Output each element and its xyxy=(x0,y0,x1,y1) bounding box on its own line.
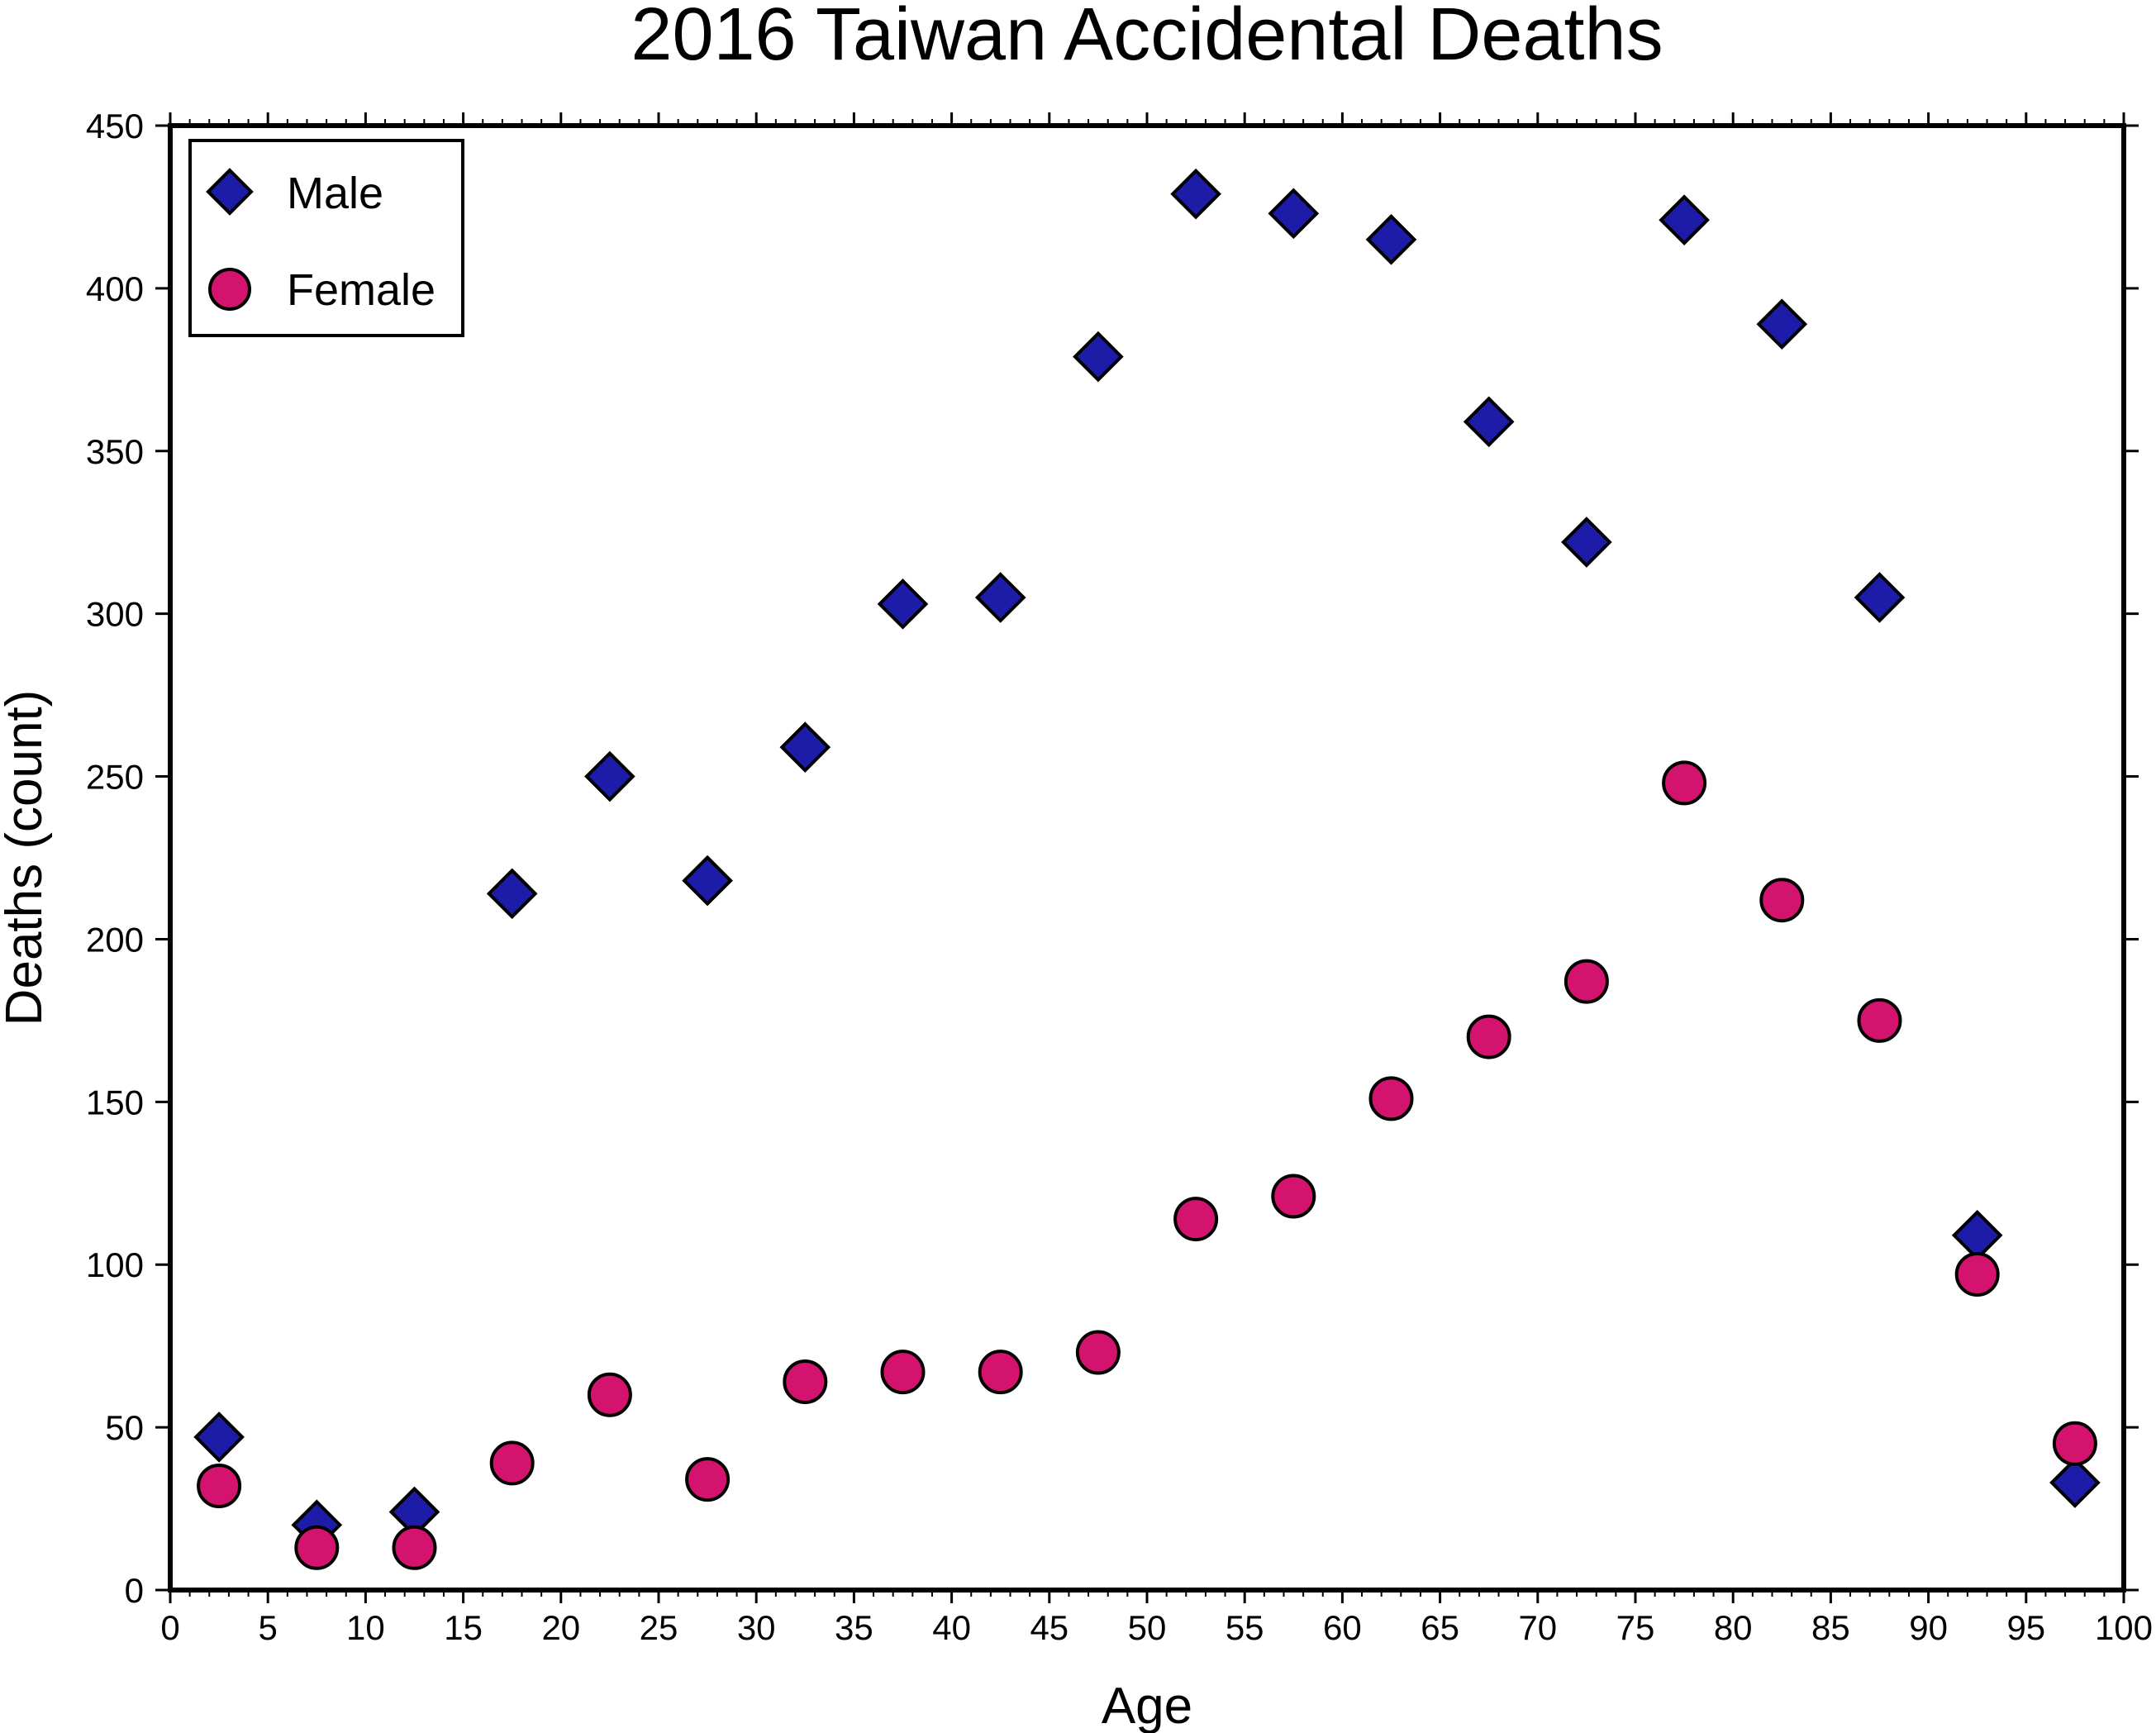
x-tick-label: 15 xyxy=(444,1608,483,1647)
female-point xyxy=(783,1359,828,1404)
plot-frame xyxy=(168,123,2126,1593)
female-point xyxy=(1075,1330,1121,1375)
female-point xyxy=(1271,1174,1316,1219)
x-tick-label: 40 xyxy=(932,1608,971,1647)
y-tick-label: 450 xyxy=(86,107,144,145)
male-point xyxy=(584,750,635,802)
female-point xyxy=(587,1372,632,1417)
y-tick-label: 50 xyxy=(105,1408,144,1447)
x-tick-label: 65 xyxy=(1421,1608,1459,1647)
legend: Male Female xyxy=(188,139,464,337)
male-point xyxy=(1659,194,1710,246)
female-point xyxy=(2052,1421,2097,1466)
x-tick-label: 95 xyxy=(2006,1608,2045,1647)
female-point xyxy=(880,1350,926,1395)
male-point xyxy=(1073,331,1124,383)
male-point xyxy=(1170,168,1221,220)
male-point xyxy=(877,578,929,630)
female-point xyxy=(1857,997,1902,1043)
y-axis: 0 50 100 150 200 250 300 350 400 450 xyxy=(86,107,2139,1610)
female-point xyxy=(392,1525,437,1570)
male-point xyxy=(1561,517,1612,568)
female-point xyxy=(1954,1252,2000,1297)
legend-female-label: Female xyxy=(287,265,435,315)
male-point xyxy=(193,1412,245,1463)
male-point xyxy=(682,855,733,907)
legend-female-circle-marker xyxy=(208,268,251,311)
x-tick-label: 45 xyxy=(1030,1608,1068,1647)
x-tick-label: 75 xyxy=(1616,1608,1655,1647)
y-tick-label: 100 xyxy=(86,1245,144,1284)
chart-title: 2016 Taiwan Accidental Deaths xyxy=(631,0,1663,76)
x-tick-label: 20 xyxy=(541,1608,580,1647)
male-point xyxy=(1463,396,1515,448)
legend-male-label: Male xyxy=(287,169,383,218)
male-point xyxy=(974,572,1026,623)
legend-male-diamond-marker xyxy=(206,168,254,216)
x-tick-label: 10 xyxy=(346,1608,385,1647)
female-point xyxy=(489,1440,535,1486)
female-point xyxy=(1759,878,1805,923)
x-tick-label: 80 xyxy=(1714,1608,1753,1647)
male-point xyxy=(1756,298,1808,350)
female-point xyxy=(1368,1076,1414,1121)
x-tick-label: 100 xyxy=(2095,1608,2153,1647)
female-point xyxy=(1563,959,1609,1004)
x-tick-label: 35 xyxy=(835,1608,873,1647)
y-tick-label: 300 xyxy=(86,595,144,634)
y-axis-label: Deaths (count) xyxy=(0,690,53,1026)
y-tick-label: 350 xyxy=(86,432,144,471)
x-tick-label: 90 xyxy=(1909,1608,1948,1647)
female-point xyxy=(978,1350,1023,1395)
female-point xyxy=(294,1525,340,1570)
x-tick-label: 70 xyxy=(1518,1608,1557,1647)
female-point xyxy=(685,1457,731,1502)
y-tick-label: 200 xyxy=(86,920,144,959)
female-point xyxy=(1466,1014,1511,1059)
x-tick-label: 30 xyxy=(737,1608,776,1647)
x-tick-label: 0 xyxy=(160,1608,179,1647)
male-point xyxy=(2049,1457,2101,1508)
x-tick-label: 60 xyxy=(1323,1608,1362,1647)
x-tick-label: 25 xyxy=(640,1608,678,1647)
x-tick-label: 50 xyxy=(1128,1608,1167,1647)
male-point xyxy=(1268,188,1320,240)
x-axis: 0 5 10 15 20 25 30 35 40 45 50 55 60 65 70 75 80 85 90 95 10… xyxy=(160,112,2153,1647)
male-point xyxy=(1951,1209,2003,1261)
x-axis-label: Age xyxy=(1102,1678,1192,1733)
male-point xyxy=(779,721,831,773)
y-tick-label: 0 xyxy=(125,1571,144,1610)
y-tick-label: 150 xyxy=(86,1083,144,1121)
female-point xyxy=(1662,760,1707,806)
x-tick-label: 55 xyxy=(1226,1608,1264,1647)
female-point xyxy=(197,1463,242,1508)
male-point xyxy=(486,868,538,920)
male-point xyxy=(1854,572,1906,623)
data-points xyxy=(193,168,2101,1570)
female-point xyxy=(1173,1197,1219,1242)
y-tick-label: 400 xyxy=(86,269,144,308)
y-tick-label: 250 xyxy=(86,758,144,797)
x-tick-label: 85 xyxy=(1811,1608,1850,1647)
male-point xyxy=(1365,213,1417,265)
x-tick-label: 5 xyxy=(259,1608,278,1647)
